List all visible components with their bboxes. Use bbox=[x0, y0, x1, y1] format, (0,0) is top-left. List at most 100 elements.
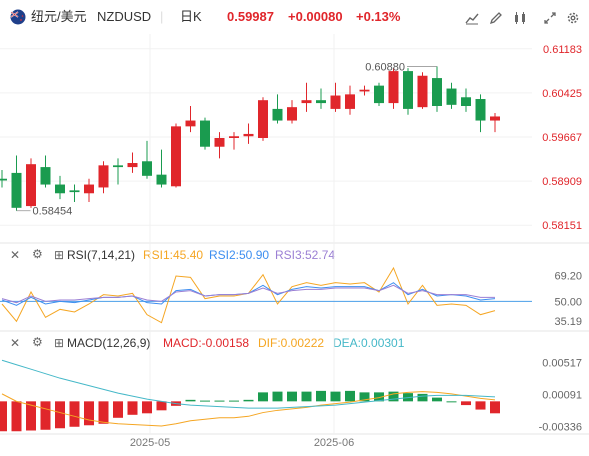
dea-legend: DEA:0.00301 bbox=[333, 336, 405, 350]
macd-histogram-bar bbox=[301, 391, 312, 402]
candle-body bbox=[243, 133, 254, 137]
candle-body bbox=[26, 164, 36, 207]
macd-tick-label: 0.00091 bbox=[542, 390, 582, 402]
macd-histogram-bar bbox=[127, 401, 138, 415]
candle-body bbox=[301, 100, 312, 104]
header-divider: | bbox=[160, 9, 164, 24]
macd-histogram-bar bbox=[258, 392, 268, 402]
dif-line bbox=[1, 391, 496, 427]
price-change-pct: +0.13% bbox=[356, 9, 401, 24]
rsi1-legend: RSI1:45.40 bbox=[143, 248, 204, 262]
candle-body bbox=[40, 167, 51, 185]
chart-type-icon[interactable] bbox=[462, 8, 482, 28]
macd-histogram-bar bbox=[287, 391, 297, 402]
candle-body bbox=[69, 190, 80, 193]
macd-histogram-bar bbox=[55, 401, 65, 429]
macd-histogram-bar bbox=[113, 401, 123, 418]
macd-histogram-bar bbox=[345, 390, 355, 402]
candle-body bbox=[446, 88, 457, 105]
close-macd-icon[interactable]: ✕ bbox=[10, 336, 21, 350]
close-rsi-icon[interactable]: ✕ bbox=[10, 248, 21, 262]
candle-body bbox=[185, 120, 196, 127]
rsi-series-line bbox=[1, 266, 496, 324]
macd-histogram-bar bbox=[214, 400, 225, 402]
macd-legend: MACD:-0.00158 bbox=[163, 336, 250, 350]
macd-histogram-bar bbox=[185, 399, 196, 402]
candle-body bbox=[374, 85, 384, 104]
candle-body bbox=[156, 174, 167, 185]
pencil-icon[interactable] bbox=[486, 8, 506, 28]
macd-histogram-bar bbox=[200, 400, 210, 402]
macd-histogram-bar bbox=[40, 401, 51, 430]
candle-body bbox=[417, 75, 428, 108]
macd-histogram-bar bbox=[243, 399, 254, 402]
macd-histogram-bar bbox=[417, 393, 428, 402]
candle-body bbox=[142, 161, 152, 176]
macd-histogram-bar bbox=[84, 401, 94, 426]
macd-histogram-bar bbox=[156, 401, 167, 411]
macd-histogram-bar bbox=[0, 401, 7, 432]
macd-tick-label: 0.00517 bbox=[542, 358, 582, 370]
chart-header: 纽元/美元 NZDUSD | 日K 0.59987 +0.00080 +0.13… bbox=[0, 0, 589, 34]
y-tick-label: 0.58909 bbox=[542, 176, 582, 188]
rsi-expand-icon[interactable]: ⊞ bbox=[54, 248, 65, 262]
candle-body bbox=[490, 116, 500, 121]
y-tick-label: 0.61183 bbox=[543, 44, 582, 56]
y-tick-label: 0.59667 bbox=[542, 132, 582, 144]
macd-histogram-bar bbox=[490, 401, 500, 414]
fullscreen-icon[interactable] bbox=[540, 8, 560, 28]
macd-histogram-bar bbox=[461, 401, 471, 406]
indicator-icon[interactable] bbox=[510, 8, 530, 28]
candle-body bbox=[55, 184, 65, 194]
macd-histogram-bar bbox=[26, 401, 36, 431]
rsi-series-line bbox=[1, 284, 495, 304]
macd-expand-icon[interactable]: ⊞ bbox=[54, 336, 65, 350]
x-tick-label: 2025-06 bbox=[314, 437, 354, 449]
candle-body bbox=[432, 78, 442, 106]
rsi-tick-label: 69.20 bbox=[554, 271, 582, 283]
candle-body bbox=[287, 107, 297, 121]
gear-icon[interactable] bbox=[563, 8, 583, 28]
macd-tick-label: -0.00336 bbox=[539, 421, 582, 433]
candle-body bbox=[11, 172, 22, 208]
candle-body bbox=[461, 97, 471, 106]
macd-histogram-bar bbox=[475, 401, 486, 410]
y-tick-label: 0.60425 bbox=[542, 88, 582, 100]
candle-body bbox=[84, 184, 94, 194]
dea-line bbox=[1, 359, 496, 409]
candle-body bbox=[272, 108, 283, 121]
macd-histogram-bar bbox=[359, 392, 370, 402]
macd-histogram-bar bbox=[446, 401, 457, 403]
candle-body bbox=[200, 120, 210, 147]
timeframe-selector[interactable]: 日K bbox=[180, 9, 202, 24]
macd-histogram-bar bbox=[69, 401, 80, 427]
candle-body bbox=[330, 95, 341, 109]
candle-body bbox=[258, 100, 268, 138]
macd-histogram-bar bbox=[388, 391, 399, 402]
macd-histogram-bar bbox=[11, 401, 22, 432]
macd-settings-icon[interactable]: ⚙ bbox=[32, 335, 43, 349]
candle-body bbox=[229, 136, 239, 138]
macd-histogram-bar bbox=[330, 391, 341, 402]
rsi3-legend: RSI3:52.74 bbox=[275, 248, 336, 262]
high-annotation: 0.60880 bbox=[365, 61, 405, 73]
candle-body bbox=[403, 71, 413, 109]
candle-body bbox=[475, 99, 486, 121]
price-change: +0.00080 bbox=[288, 9, 343, 24]
candle-body bbox=[316, 100, 326, 104]
rsi-settings-icon[interactable]: ⚙ bbox=[32, 247, 43, 261]
macd-histogram-bar bbox=[374, 392, 384, 402]
rsi-title: RSI(7,14,21) bbox=[67, 248, 136, 262]
rsi2-legend: RSI2:50.90 bbox=[209, 248, 270, 262]
macd-title: MACD(12,26,9) bbox=[67, 336, 151, 350]
y-tick-label: 0.58151 bbox=[542, 220, 582, 232]
nz-flag-icon bbox=[10, 9, 26, 25]
candle-body bbox=[171, 126, 181, 187]
candle-body bbox=[359, 89, 370, 92]
dif-legend: DIF:0.00222 bbox=[258, 336, 325, 350]
candle-body bbox=[214, 138, 225, 147]
candle-body bbox=[127, 163, 138, 168]
candle-body bbox=[98, 165, 109, 188]
symbol-name-cn: 纽元/美元 bbox=[31, 9, 87, 24]
